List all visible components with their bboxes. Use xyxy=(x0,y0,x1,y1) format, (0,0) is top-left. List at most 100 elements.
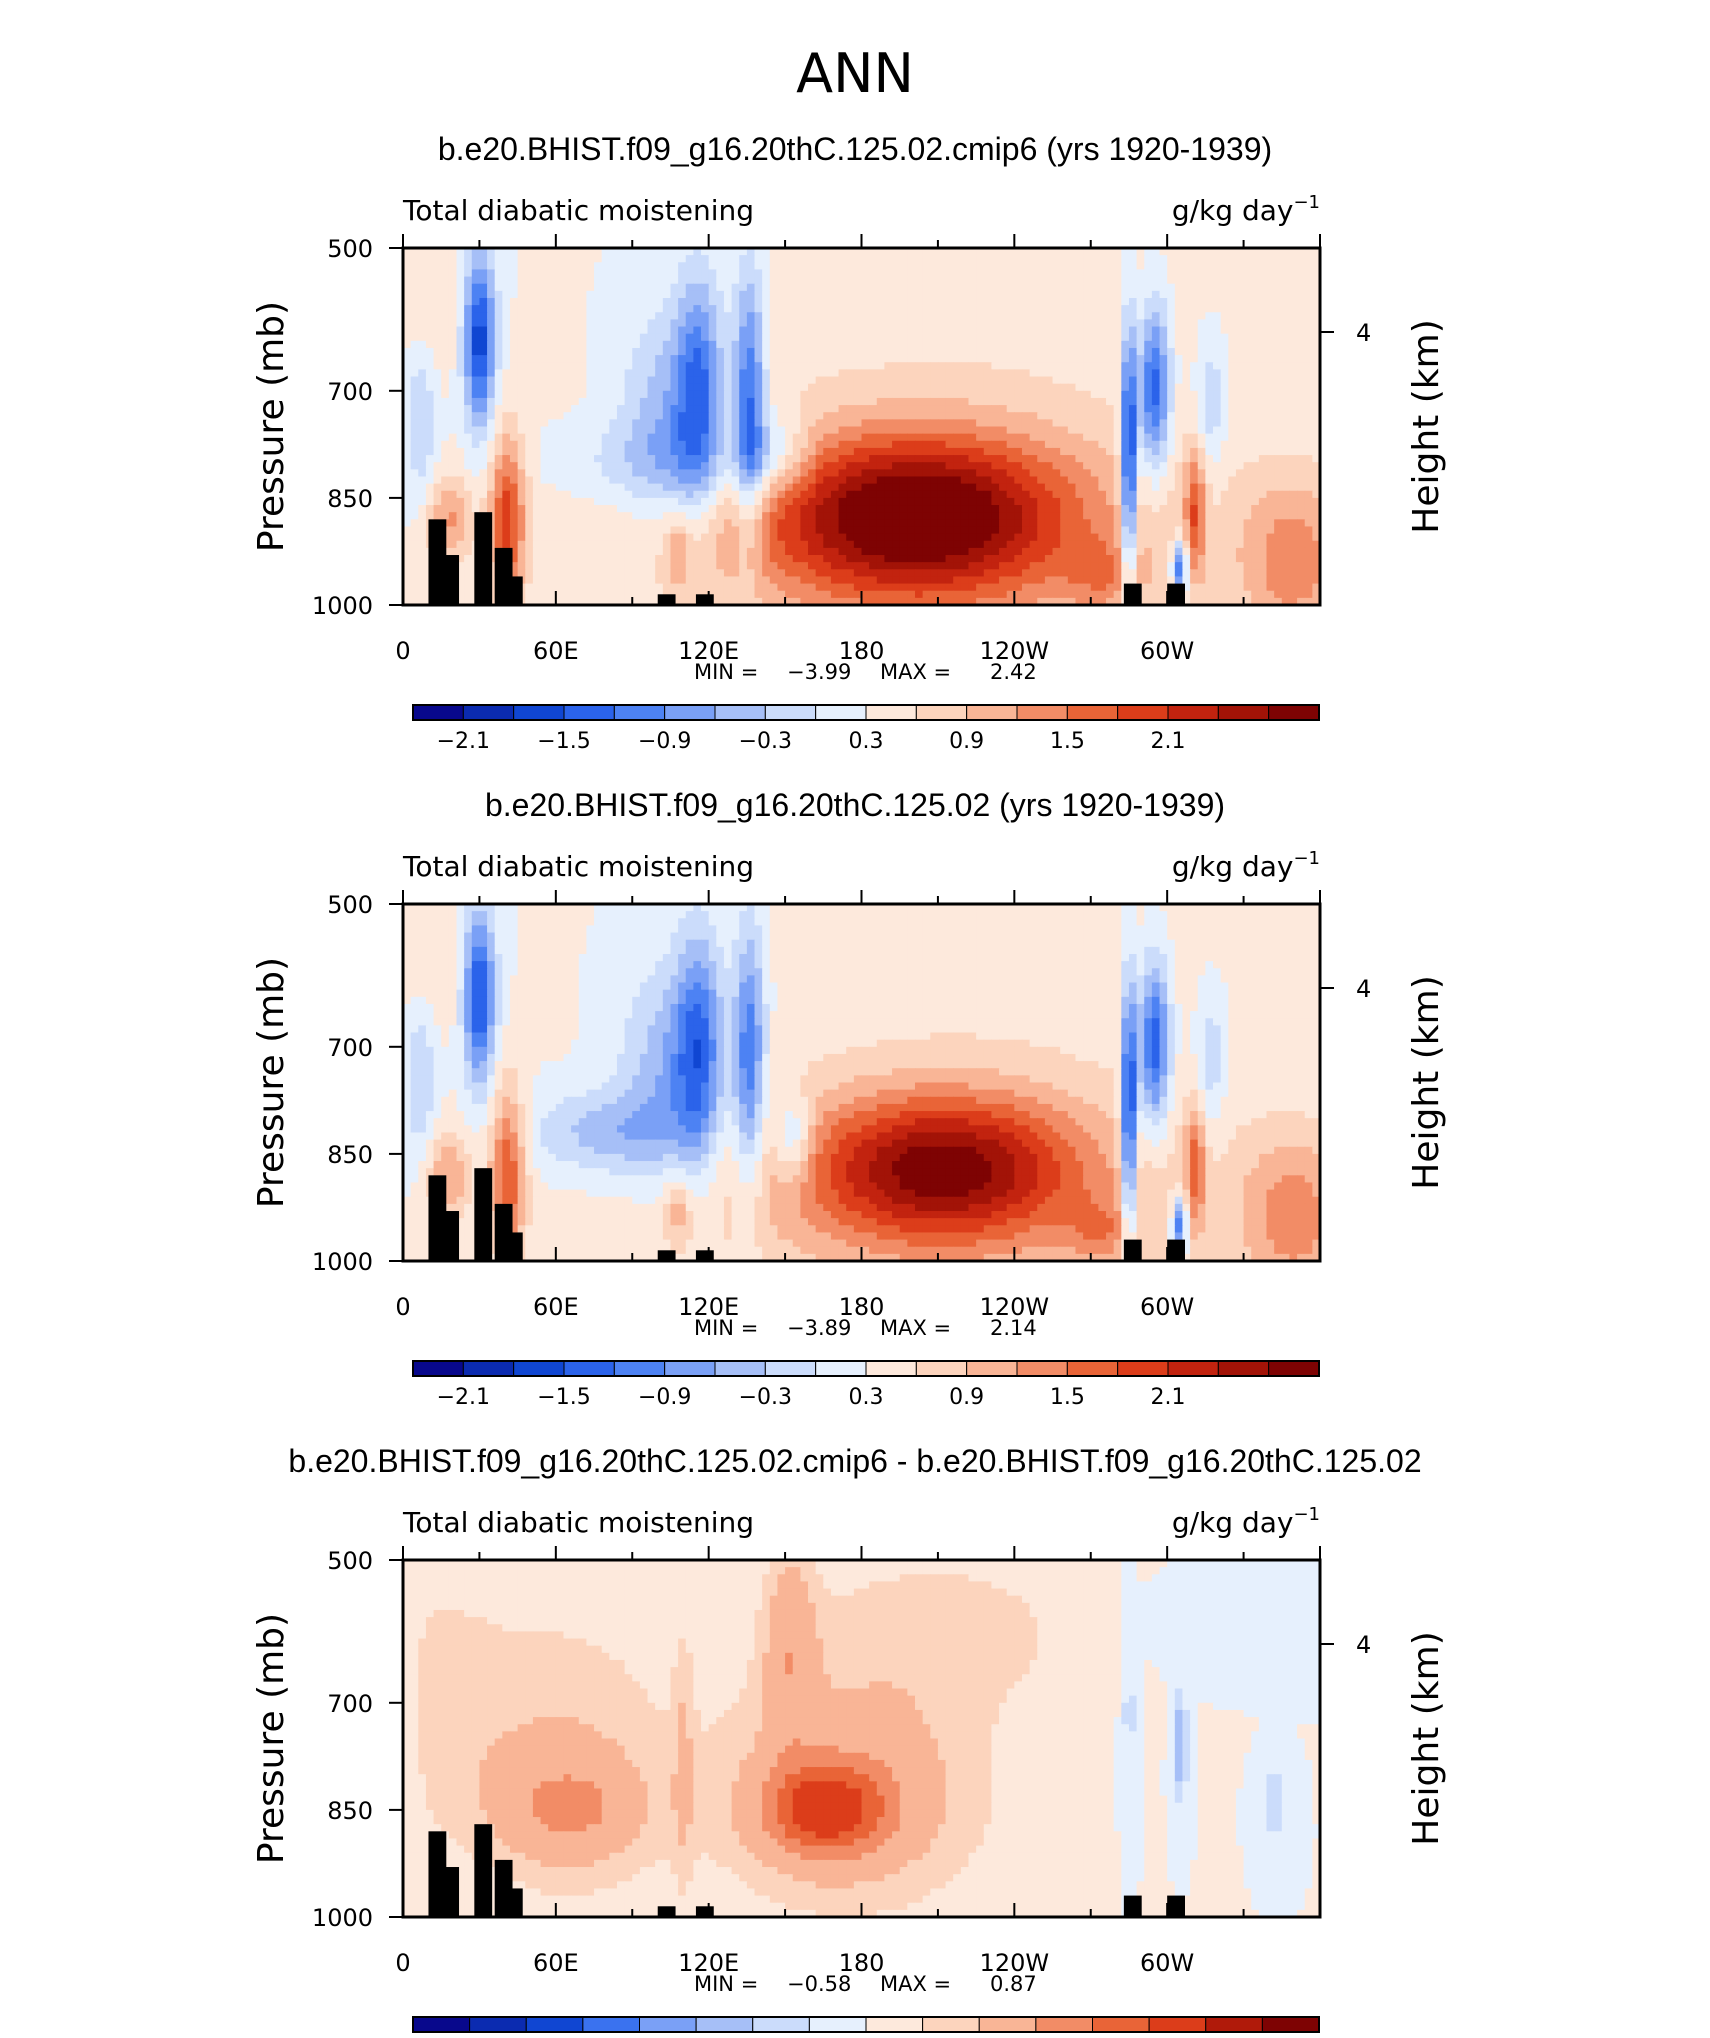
contour-cell xyxy=(701,333,710,342)
contour-cell xyxy=(548,512,557,520)
contour-cell xyxy=(1197,333,1206,342)
contour-cell xyxy=(830,297,840,306)
contour-cell xyxy=(425,383,435,392)
contour-cell xyxy=(1029,248,1038,256)
contour-cell xyxy=(1128,469,1138,478)
contour-cell xyxy=(762,262,771,271)
contour-cell xyxy=(586,469,595,478)
contour-cell xyxy=(471,319,481,328)
contour-cell xyxy=(410,462,419,470)
contour-cell xyxy=(670,305,679,313)
contour-cell xyxy=(991,447,1000,456)
contour-cell xyxy=(655,490,664,499)
contour-cell xyxy=(517,455,526,463)
contour-cell xyxy=(1213,305,1222,313)
contour-cell xyxy=(1006,526,1015,535)
contour-cell xyxy=(1121,347,1130,356)
contour-cell xyxy=(1251,333,1260,342)
contour-cell xyxy=(1220,347,1229,356)
contour-cell xyxy=(701,512,710,520)
contour-cell xyxy=(609,347,618,356)
contour-cell xyxy=(525,497,534,506)
contour-cell xyxy=(548,255,557,263)
contour-cell xyxy=(1266,312,1275,320)
contour-cell xyxy=(1083,483,1092,492)
contour-cell xyxy=(693,376,702,385)
contour-cell xyxy=(1182,390,1191,399)
contour-cell xyxy=(1266,440,1275,449)
contour-cell xyxy=(1228,319,1237,328)
contour-cell xyxy=(403,340,412,349)
contour-cell xyxy=(578,283,587,292)
contour-cell xyxy=(540,469,549,478)
contour-cell xyxy=(1060,355,1069,363)
contour-cell xyxy=(830,483,840,492)
contour-cell xyxy=(502,276,511,285)
contour-cell xyxy=(701,505,710,513)
contour-cell xyxy=(1067,248,1077,256)
contour-cell xyxy=(548,347,557,356)
contour-cell xyxy=(425,390,435,399)
contour-cell xyxy=(487,290,496,299)
contour-cell xyxy=(808,419,817,428)
contour-cell xyxy=(723,333,733,342)
contour-cell xyxy=(968,497,977,506)
contour-cell xyxy=(1083,426,1092,435)
contour-cell xyxy=(808,248,817,256)
contour-cell xyxy=(678,362,687,370)
contour-cell xyxy=(983,312,993,320)
contour-cell xyxy=(1258,426,1268,435)
contour-cell xyxy=(777,355,786,363)
contour-cell xyxy=(678,512,687,520)
contour-cell xyxy=(639,540,649,549)
contour-cell xyxy=(662,383,672,392)
contour-cell xyxy=(930,476,939,485)
contour-cell xyxy=(1220,447,1229,456)
contour-cell xyxy=(502,455,511,463)
contour-cell xyxy=(708,426,717,435)
contour-cell xyxy=(1014,290,1023,299)
contour-cell xyxy=(532,462,542,470)
contour-cell xyxy=(892,305,901,313)
contour-cell xyxy=(1243,440,1252,449)
contour-cell xyxy=(853,283,863,292)
contour-cell xyxy=(532,533,542,542)
contour-cell xyxy=(853,369,863,378)
contour-cell xyxy=(762,347,771,356)
contour-cell xyxy=(410,369,419,378)
contour-cell xyxy=(907,505,916,513)
contour-cell xyxy=(808,455,817,463)
contour-cell xyxy=(624,519,633,528)
contour-cell xyxy=(861,476,870,485)
contour-cell xyxy=(1067,305,1077,313)
contour-cell xyxy=(1159,347,1168,356)
contour-cell xyxy=(1281,455,1291,463)
contour-cell xyxy=(823,447,832,456)
contour-cell xyxy=(914,533,924,542)
contour-cell xyxy=(616,248,626,256)
contour-cell xyxy=(693,383,702,392)
contour-cell xyxy=(1159,333,1168,342)
contour-cell xyxy=(838,455,847,463)
contour-cell xyxy=(869,347,878,356)
contour-cell xyxy=(1190,412,1199,420)
contour-cell xyxy=(616,312,626,320)
contour-cell xyxy=(609,255,618,263)
contour-cell xyxy=(723,447,733,456)
contour-cell xyxy=(647,390,656,399)
contour-cell xyxy=(1136,362,1145,370)
contour-cell xyxy=(448,297,458,306)
contour-cell xyxy=(1075,269,1084,278)
contour-cell xyxy=(731,505,740,513)
contour-cell xyxy=(1044,297,1054,306)
contour-cell xyxy=(1220,483,1229,492)
contour-cell xyxy=(846,426,855,435)
contour-cell xyxy=(762,490,771,499)
contour-cell xyxy=(655,497,664,506)
contour-cell xyxy=(914,283,924,292)
contour-cell xyxy=(502,333,511,342)
contour-cell xyxy=(655,297,664,306)
contour-cell xyxy=(1297,412,1306,420)
contour-cell xyxy=(525,519,534,528)
contour-cell xyxy=(425,269,435,278)
